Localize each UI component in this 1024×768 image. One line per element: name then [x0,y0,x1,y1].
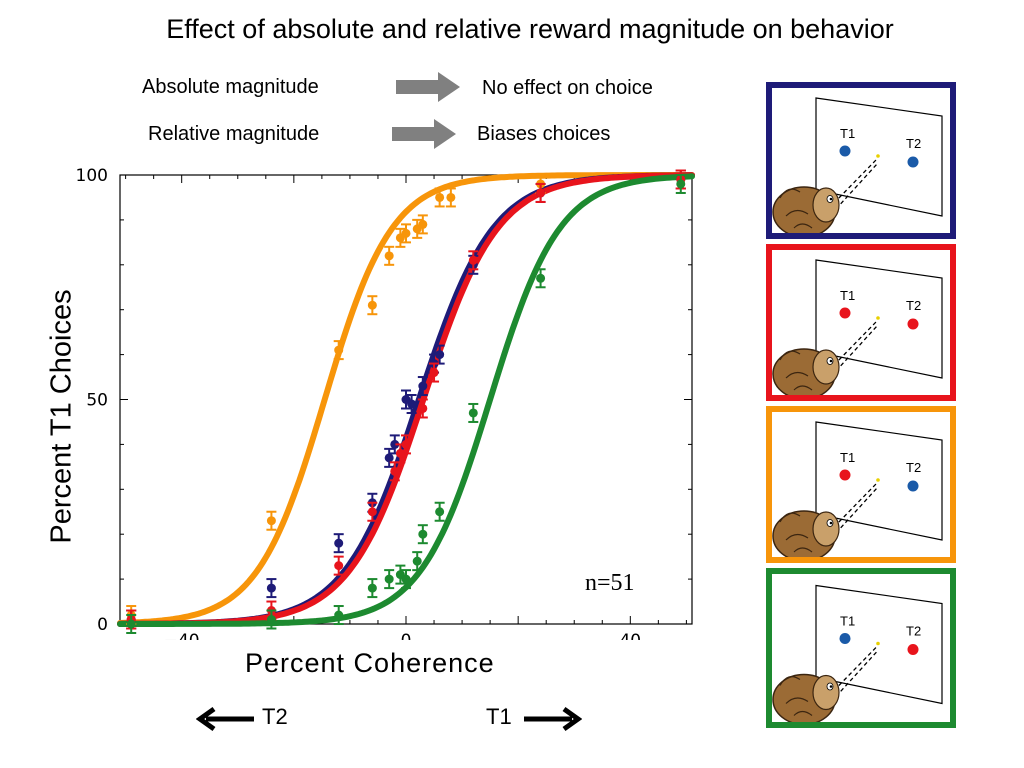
data-point [536,273,546,283]
data-point [401,439,411,449]
t1-target-label: T1 [840,614,855,629]
y-tick-label: 50 [86,391,108,411]
t1-target-label: T1 [840,450,855,465]
monkey-icon [772,186,840,233]
gaze-line [833,159,877,204]
data-point [418,381,428,391]
x-tick-label: 0 [401,631,412,640]
condition-panel: T1 T2 [766,568,956,728]
monkey-icon [772,348,840,395]
data-point [384,574,394,584]
x-axis-label: Percent Coherence [245,648,495,678]
gaze-line [835,163,878,210]
data-point [468,255,478,265]
direction-label-t1: T1 [486,704,512,729]
psychometric-chart: −40 0 40 0 50 100 [76,166,695,640]
y-tick-label: 100 [76,166,108,186]
biases-choices-label: Biases choices [477,123,611,145]
gray-right-arrow-icon [396,72,460,102]
data-point [334,561,344,571]
t1-target-dot [839,469,851,481]
t2-target-dot [907,644,919,655]
data-point [334,345,344,355]
data-point [390,439,400,449]
monkey-icon [772,510,840,557]
absolute-magnitude-label: Absolute magnitude [142,76,319,98]
direction-label-t2: T2 [262,704,288,729]
gaze-line [835,651,878,697]
t2-target-dot [907,156,919,168]
fixation-point [876,154,880,158]
data-point [446,192,456,202]
data-point [401,228,411,238]
data-point [390,466,400,476]
gaze-line [833,321,877,366]
x-tick-label: 40 [619,631,641,640]
monkey-viewing-screen-illustration: T1 T2 [772,259,943,395]
data-point [395,448,405,458]
data-point [334,610,344,620]
data-point [468,408,478,418]
fixation-point [876,641,880,646]
data-point [435,507,445,517]
data-point [266,516,276,526]
relative-magnitude-label: Relative magnitude [148,123,320,145]
monkey-icon [772,673,840,722]
data-point [418,403,428,413]
t1-target-label: T1 [840,288,855,303]
data-point [418,529,428,539]
data-point [367,507,377,517]
data-point [401,574,411,584]
data-point [126,619,136,629]
gray-right-arrow-icon [392,119,456,149]
y-axis-label: Percent T1 Choices [45,289,78,544]
t2-target-dot [907,318,919,330]
y-tick-label: 0 [97,615,108,635]
gaze-line [833,647,877,691]
gaze-line [835,325,878,372]
t1-target-label: T1 [840,126,855,141]
t1-target-dot [839,633,851,644]
t2-target-label: T2 [906,298,921,313]
data-point [334,538,344,548]
condition-panel: T1 T2 [766,244,956,401]
data-point [407,399,417,409]
data-point [435,350,445,360]
left-arrow-icon [196,706,254,732]
t2-target-dot [907,480,919,492]
data-point [536,188,546,198]
data-point [367,583,377,593]
condition-panel: T1 T2 [766,406,956,563]
condition-panel: T1 T2 [766,82,956,239]
sample-size-annotation: n=51 [585,570,635,596]
data-point [676,179,686,189]
data-point [266,583,276,593]
t1-target-dot [839,145,851,157]
x-tick-label: −40 [164,631,200,640]
data-point [418,219,428,229]
data-point [412,556,422,566]
slide-title: Effect of absolute and relative reward m… [166,14,894,44]
data-point [266,615,276,625]
gaze-line [833,483,877,528]
t2-target-label: T2 [906,624,921,639]
fit-curve [117,172,695,626]
right-arrow-icon [524,706,582,732]
data-point [384,453,394,463]
monkey-viewing-screen-illustration: T1 T2 [772,97,943,233]
data-point [429,368,439,378]
data-point [384,251,394,261]
fixation-point [876,316,880,320]
t2-target-label: T2 [906,460,921,475]
monkey-viewing-screen-illustration: T1 T2 [772,421,943,557]
data-point [367,300,377,310]
monkey-viewing-screen-illustration: T1 T2 [772,584,943,722]
fixation-point [876,478,880,482]
data-point [435,192,445,202]
t2-target-label: T2 [906,136,921,151]
t1-target-dot [839,307,851,319]
no-effect-label: No effect on choice [482,77,653,99]
gaze-line [835,487,878,534]
